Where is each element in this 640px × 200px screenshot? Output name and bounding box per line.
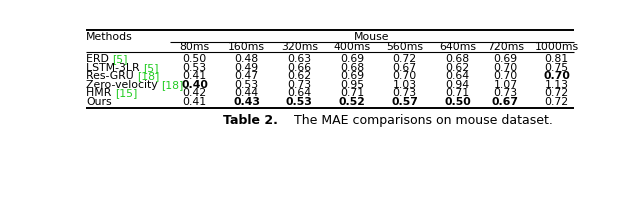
- Text: 0.69: 0.69: [340, 71, 364, 81]
- Text: [5]: [5]: [143, 63, 159, 73]
- Text: 0.48: 0.48: [235, 54, 259, 64]
- Text: 0.72: 0.72: [545, 97, 569, 107]
- Text: 0.62: 0.62: [445, 63, 470, 73]
- Text: 0.62: 0.62: [287, 71, 312, 81]
- Text: ERD: ERD: [86, 54, 113, 64]
- Text: LSTM-3LR: LSTM-3LR: [86, 63, 143, 73]
- Text: 0.81: 0.81: [545, 54, 569, 64]
- Text: 0.47: 0.47: [235, 71, 259, 81]
- Text: Methods: Methods: [86, 32, 133, 42]
- Text: 0.95: 0.95: [340, 80, 364, 90]
- Text: 0.69: 0.69: [493, 54, 518, 64]
- Text: Zero-velocity: Zero-velocity: [86, 80, 161, 90]
- Text: 0.66: 0.66: [287, 63, 312, 73]
- Text: Ours: Ours: [86, 97, 112, 107]
- Text: HMR: HMR: [86, 88, 115, 98]
- Text: 0.64: 0.64: [287, 88, 312, 98]
- Text: 0.40: 0.40: [181, 80, 208, 90]
- Text: The MAE comparisons on mouse dataset.: The MAE comparisons on mouse dataset.: [278, 114, 553, 127]
- Text: 0.68: 0.68: [340, 63, 364, 73]
- Text: 0.67: 0.67: [492, 97, 519, 107]
- Text: 640ms: 640ms: [439, 42, 476, 52]
- Text: 320ms: 320ms: [281, 42, 318, 52]
- Text: 720ms: 720ms: [487, 42, 524, 52]
- Text: 0.94: 0.94: [445, 80, 470, 90]
- Text: Mouse: Mouse: [354, 32, 390, 42]
- Text: 0.41: 0.41: [182, 71, 207, 81]
- Text: [5]: [5]: [113, 54, 128, 64]
- Text: 0.53: 0.53: [286, 97, 313, 107]
- Text: 0.42: 0.42: [182, 88, 207, 98]
- Text: Table 2.: Table 2.: [223, 114, 278, 127]
- Text: 0.73: 0.73: [493, 88, 518, 98]
- Text: 0.43: 0.43: [233, 97, 260, 107]
- Text: 0.64: 0.64: [445, 71, 470, 81]
- Text: 0.73: 0.73: [287, 80, 312, 90]
- Text: 0.70: 0.70: [392, 71, 417, 81]
- Text: 1.07: 1.07: [493, 80, 518, 90]
- Text: 0.44: 0.44: [235, 88, 259, 98]
- Text: 0.52: 0.52: [339, 97, 365, 107]
- Text: 0.69: 0.69: [340, 54, 364, 64]
- Text: 1.03: 1.03: [393, 80, 417, 90]
- Text: 0.50: 0.50: [444, 97, 471, 107]
- Text: 0.67: 0.67: [393, 63, 417, 73]
- Text: 0.63: 0.63: [287, 54, 312, 64]
- Text: 0.71: 0.71: [340, 88, 364, 98]
- Text: 0.73: 0.73: [393, 88, 417, 98]
- Text: 560ms: 560ms: [386, 42, 423, 52]
- Text: 160ms: 160ms: [228, 42, 265, 52]
- Text: 0.57: 0.57: [391, 97, 418, 107]
- Text: 0.70: 0.70: [493, 63, 518, 73]
- Text: 0.72: 0.72: [545, 88, 569, 98]
- Text: 0.50: 0.50: [182, 54, 207, 64]
- Text: 0.68: 0.68: [445, 54, 470, 64]
- Text: 0.75: 0.75: [545, 63, 569, 73]
- Text: 0.71: 0.71: [445, 88, 470, 98]
- Text: 0.53: 0.53: [182, 63, 207, 73]
- Text: 0.41: 0.41: [182, 97, 207, 107]
- Text: 0.53: 0.53: [235, 80, 259, 90]
- Text: 0.49: 0.49: [235, 63, 259, 73]
- Text: 0.72: 0.72: [393, 54, 417, 64]
- Text: 0.70: 0.70: [493, 71, 518, 81]
- Text: [18]: [18]: [138, 71, 160, 81]
- Text: Res-GRU: Res-GRU: [86, 71, 138, 81]
- Text: [15]: [15]: [115, 88, 138, 98]
- Text: [18]: [18]: [161, 80, 184, 90]
- Text: 80ms: 80ms: [180, 42, 210, 52]
- Text: 0.70: 0.70: [543, 71, 570, 81]
- Text: 400ms: 400ms: [333, 42, 371, 52]
- Text: 1000ms: 1000ms: [534, 42, 579, 52]
- Text: 1.13: 1.13: [545, 80, 568, 90]
